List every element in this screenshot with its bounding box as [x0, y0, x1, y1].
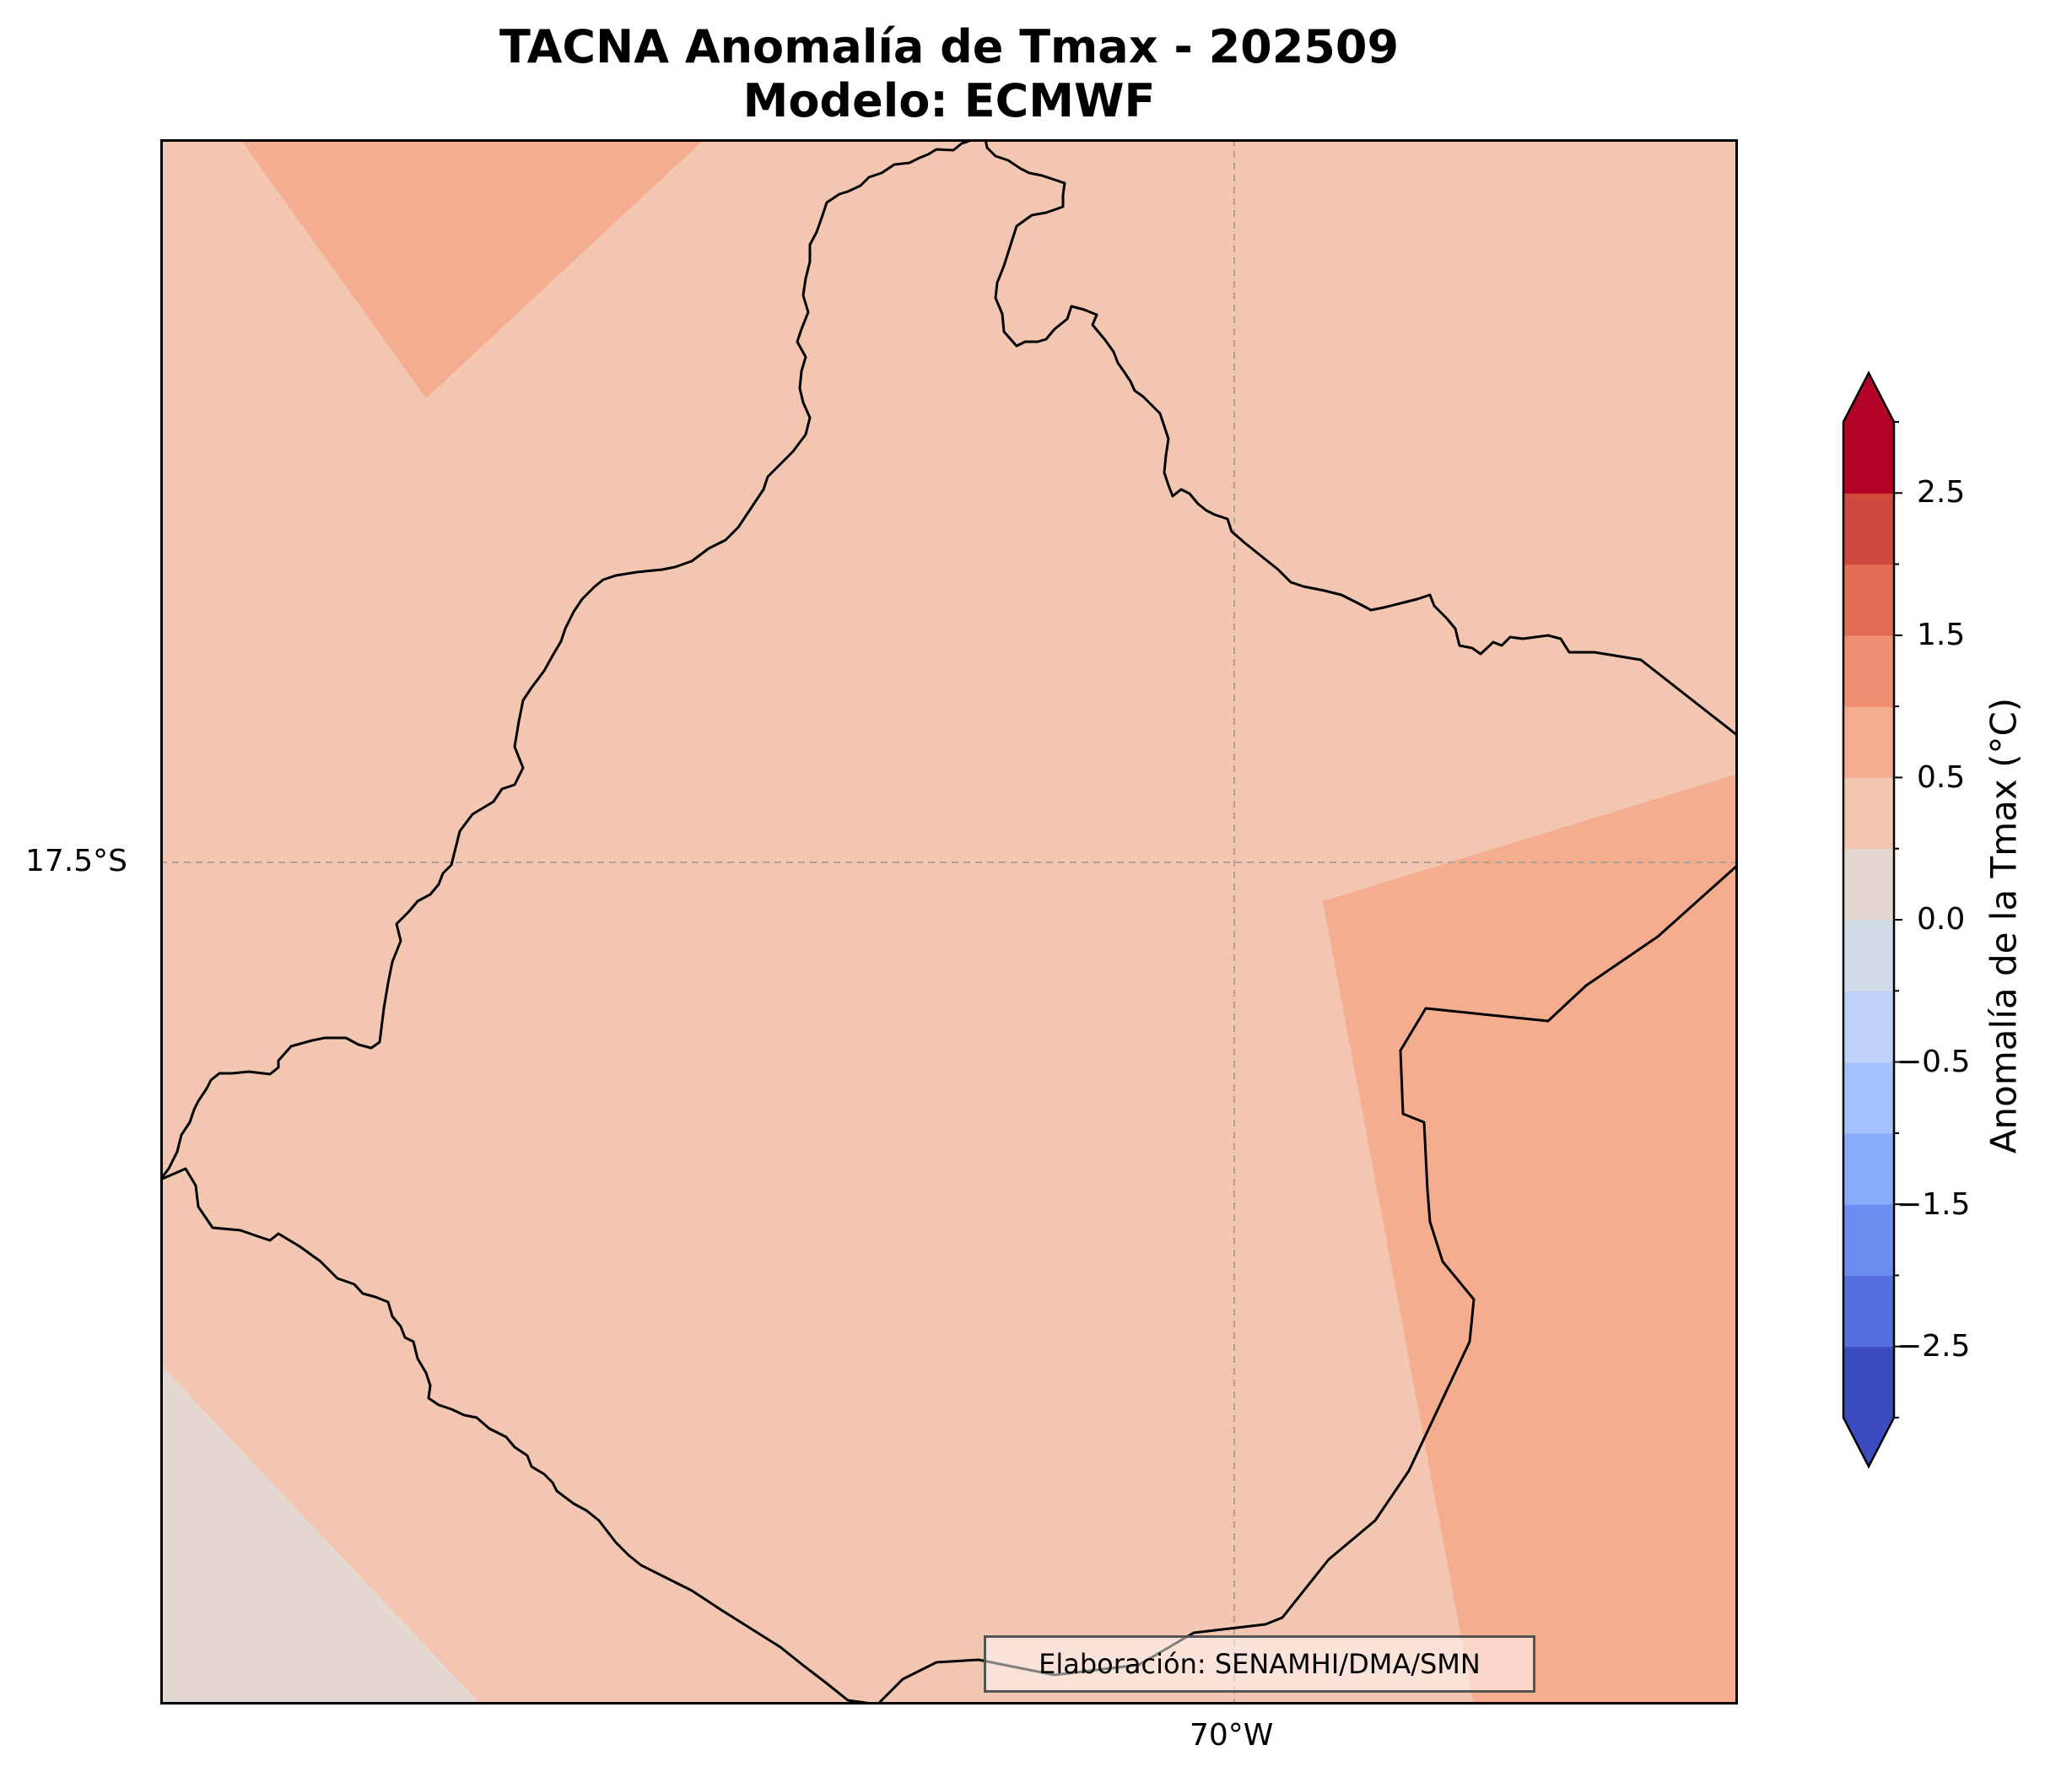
anomaly-zone-northwest — [240, 139, 704, 398]
colorbar-band — [1843, 1062, 1894, 1134]
colorbar — [1842, 370, 1902, 1469]
colorbar-band — [1843, 920, 1894, 991]
colorbar-title: Anomalía de la Tmax (°C) — [1983, 697, 2025, 1154]
map-title-line-2: Modelo: ECMWF — [742, 74, 1156, 127]
anomaly-zone-southeast — [1323, 774, 1738, 1704]
colorbar-band — [1843, 564, 1894, 636]
map-border — [160, 139, 1738, 1704]
colorbar-tick-label: 1.5 — [1917, 618, 1966, 652]
map-title-line-1: TACNA Anomalía de Tmax - 202509 — [499, 20, 1400, 73]
anomaly-zone-southwest — [160, 1364, 481, 1704]
colorbar-band — [1843, 493, 1894, 565]
map-panel — [160, 139, 1738, 1704]
colorbar-band — [1843, 422, 1894, 494]
colorbar-band — [1843, 848, 1894, 921]
tacna-region-border — [160, 139, 1738, 1704]
colorbar-band — [1843, 1204, 1894, 1277]
credit-box: Elaboración: SENAMHI/DMA/SMN — [984, 1635, 1535, 1693]
colorbar-band — [1843, 777, 1894, 850]
colorbar-band — [1843, 1132, 1894, 1205]
latitude-tick-label: 17.5°S — [25, 844, 128, 878]
colorbar-band — [1843, 991, 1894, 1063]
colorbar-extend-max — [1843, 373, 1894, 422]
colorbar-extend-min — [1843, 1418, 1894, 1467]
colorbar-tick-label: 0.5 — [1917, 760, 1966, 795]
colorbar-tick-label: −0.5 — [1897, 1045, 1971, 1079]
colorbar-band — [1843, 706, 1894, 779]
longitude-tick-label: 70°W — [1190, 1718, 1274, 1753]
colorbar-tick-label: −2.5 — [1897, 1329, 1971, 1364]
colorbar-tick-label: 2.5 — [1917, 475, 1966, 510]
colorbar-tick-label: 0.0 — [1917, 902, 1966, 937]
colorbar-band — [1843, 1275, 1894, 1348]
colorbar-band — [1843, 635, 1894, 707]
colorbar-band — [1843, 1346, 1894, 1418]
colorbar-tick-label: −1.5 — [1897, 1187, 1971, 1222]
